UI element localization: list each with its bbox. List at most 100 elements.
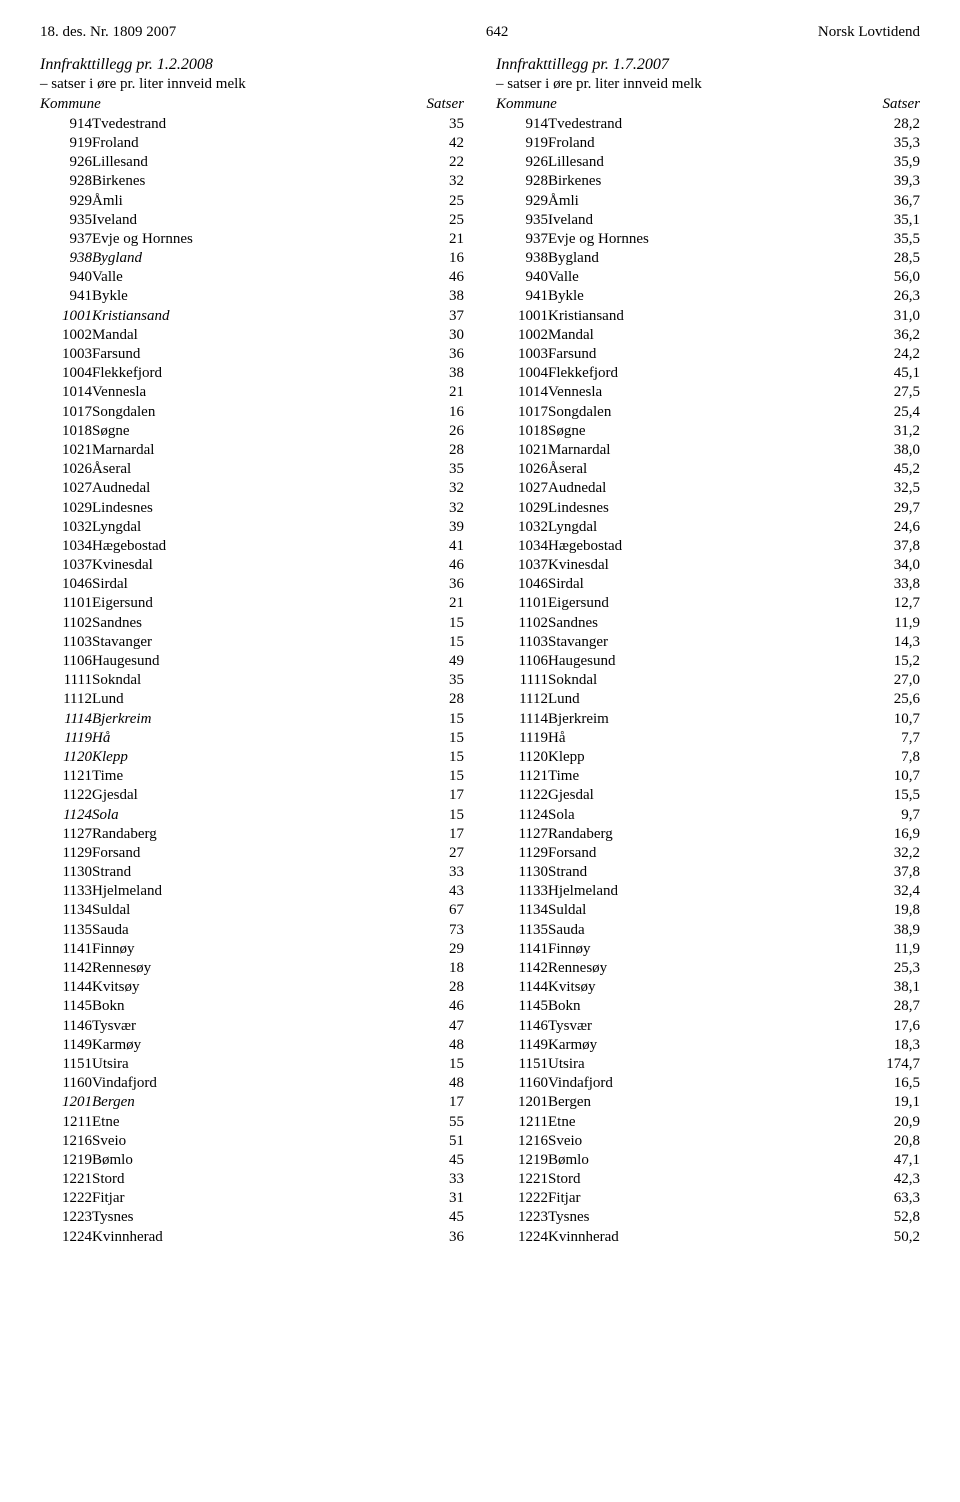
row-value: 28,2 <box>854 115 920 134</box>
row-value: 36 <box>398 575 464 594</box>
row-code: 1003 <box>40 345 92 364</box>
table-row: 941Bykle38 <box>40 287 464 306</box>
row-code: 937 <box>496 230 548 249</box>
row-name: Karmøy <box>548 1036 854 1055</box>
table-row: 1219Bømlo47,1 <box>496 1151 920 1170</box>
table-row: 1201Bergen17 <box>40 1093 464 1112</box>
row-value: 31,0 <box>854 307 920 326</box>
row-code: 1216 <box>40 1132 92 1151</box>
table-row: 1120Klepp7,8 <box>496 748 920 767</box>
row-code: 928 <box>40 172 92 191</box>
row-name: Farsund <box>92 345 398 364</box>
row-code: 1001 <box>496 307 548 326</box>
row-code: 1130 <box>496 863 548 882</box>
row-code: 1144 <box>496 978 548 997</box>
row-name: Kvinesdal <box>92 556 398 575</box>
row-code: 1135 <box>496 921 548 940</box>
table-row: 937Evje og Hornnes35,5 <box>496 230 920 249</box>
row-code: 1221 <box>40 1170 92 1189</box>
row-value: 18,3 <box>854 1036 920 1055</box>
table-row: 1120Klepp15 <box>40 748 464 767</box>
row-code: 1124 <box>40 806 92 825</box>
row-value: 24,6 <box>854 518 920 537</box>
row-name: Bygland <box>548 249 854 268</box>
table-row: 1224Kvinnherad50,2 <box>496 1228 920 1247</box>
row-code: 1122 <box>496 786 548 805</box>
row-code: 1145 <box>496 997 548 1016</box>
row-value: 33 <box>398 1170 464 1189</box>
row-value: 15 <box>398 806 464 825</box>
row-value: 39 <box>398 518 464 537</box>
row-code: 937 <box>40 230 92 249</box>
row-code: 1004 <box>496 364 548 383</box>
table-row: 1037Kvinesdal34,0 <box>496 556 920 575</box>
table-row: 1018Søgne26 <box>40 422 464 441</box>
row-code: 1134 <box>40 901 92 920</box>
table-row: 928Birkenes32 <box>40 172 464 191</box>
table-row: 1130Strand37,8 <box>496 863 920 882</box>
row-value: 35,9 <box>854 153 920 172</box>
row-name: Klepp <box>92 748 398 767</box>
row-code: 1037 <box>40 556 92 575</box>
row-code: 1101 <box>40 594 92 613</box>
row-name: Lyngdal <box>92 518 398 537</box>
row-value: 16,9 <box>854 825 920 844</box>
row-value: 16,5 <box>854 1074 920 1093</box>
row-value: 11,9 <box>854 940 920 959</box>
row-value: 45 <box>398 1208 464 1227</box>
table-row: 1103Stavanger15 <box>40 633 464 652</box>
right-column-subtitle: – satser i øre pr. liter innveid melk <box>496 75 920 94</box>
row-value: 48 <box>398 1036 464 1055</box>
table-row: 1146Tysvær17,6 <box>496 1017 920 1036</box>
row-name: Songdalen <box>92 403 398 422</box>
table-row: 1101Eigersund12,7 <box>496 594 920 613</box>
table-row: 1222Fitjar63,3 <box>496 1189 920 1208</box>
table-row: 938Bygland16 <box>40 249 464 268</box>
table-row: 935Iveland25 <box>40 211 464 230</box>
row-name: Lillesand <box>92 153 398 172</box>
table-row: 1003Farsund24,2 <box>496 345 920 364</box>
row-name: Farsund <box>548 345 854 364</box>
row-name: Sauda <box>548 921 854 940</box>
table-row: 1211Etne55 <box>40 1113 464 1132</box>
row-code: 1004 <box>40 364 92 383</box>
row-value: 24,2 <box>854 345 920 364</box>
row-code: 1146 <box>496 1017 548 1036</box>
row-code: 1026 <box>496 460 548 479</box>
table-row: 1018Søgne31,2 <box>496 422 920 441</box>
row-value: 63,3 <box>854 1189 920 1208</box>
table-row: 1017Songdalen16 <box>40 403 464 422</box>
row-name: Sauda <box>92 921 398 940</box>
table-row: 1121Time10,7 <box>496 767 920 786</box>
row-name: Bokn <box>92 997 398 1016</box>
row-code: 1106 <box>496 652 548 671</box>
left-header-satser: Satser <box>427 96 465 113</box>
table-row: 1029Lindesnes29,7 <box>496 499 920 518</box>
row-name: Randaberg <box>548 825 854 844</box>
row-value: 28,5 <box>854 249 920 268</box>
row-code: 1103 <box>40 633 92 652</box>
row-name: Mandal <box>548 326 854 345</box>
table-row: 1102Sandnes15 <box>40 614 464 633</box>
row-value: 20,8 <box>854 1132 920 1151</box>
row-code: 1133 <box>40 882 92 901</box>
table-row: 1130Strand33 <box>40 863 464 882</box>
row-name: Randaberg <box>92 825 398 844</box>
table-row: 914Tvedestrand35 <box>40 115 464 134</box>
row-name: Åseral <box>92 460 398 479</box>
row-code: 1160 <box>496 1074 548 1093</box>
row-code: 1127 <box>496 825 548 844</box>
row-name: Sirdal <box>92 575 398 594</box>
row-code: 1032 <box>40 518 92 537</box>
row-value: 37,8 <box>854 537 920 556</box>
row-name: Sirdal <box>548 575 854 594</box>
row-code: 1151 <box>40 1055 92 1074</box>
row-value: 9,7 <box>854 806 920 825</box>
row-code: 1029 <box>496 499 548 518</box>
row-name: Bokn <box>548 997 854 1016</box>
row-code: 1127 <box>40 825 92 844</box>
table-row: 1114Bjerkreim10,7 <box>496 710 920 729</box>
row-name: Bergen <box>548 1093 854 1112</box>
row-name: Fitjar <box>548 1189 854 1208</box>
row-name: Hå <box>548 729 854 748</box>
